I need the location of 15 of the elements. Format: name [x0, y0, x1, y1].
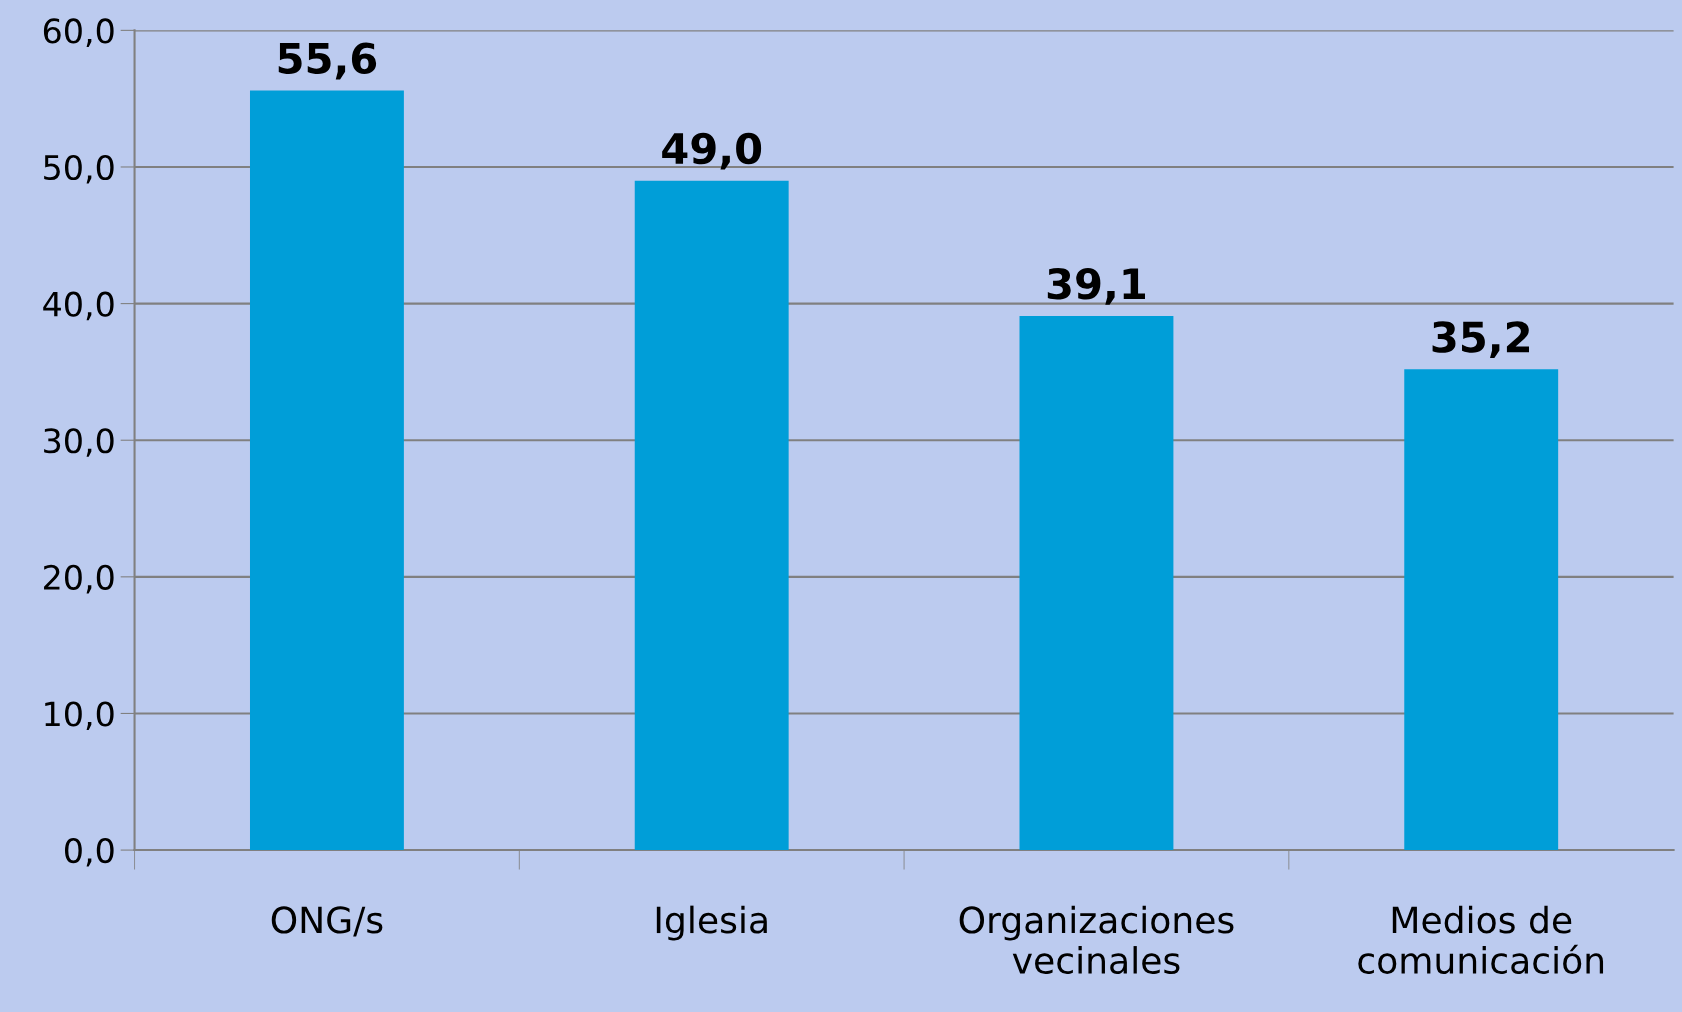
y-tick-label: 60,0 — [43, 18, 114, 47]
data-label: 49,0 — [662, 132, 762, 170]
data-label: 39,1 — [1047, 267, 1145, 305]
x-tick-label: Iglesia — [656, 905, 767, 941]
y-tick-label: 0,0 — [65, 838, 114, 867]
x-tick-label: ONG/s — [271, 906, 383, 937]
x-tick-label: Medios de comunicación — [1358, 905, 1604, 975]
data-label: 55,6 — [278, 42, 377, 80]
y-tick-label: 20,0 — [44, 564, 114, 594]
y-tick-label: 40,0 — [43, 291, 114, 321]
x-tick-label: Organizaciones vecinales — [959, 905, 1234, 975]
y-tick-label: 30,0 — [44, 428, 114, 457]
y-tick-label: 50,0 — [44, 154, 114, 184]
y-tick-label: 10,0 — [45, 701, 114, 730]
data-label: 35,2 — [1432, 321, 1529, 359]
